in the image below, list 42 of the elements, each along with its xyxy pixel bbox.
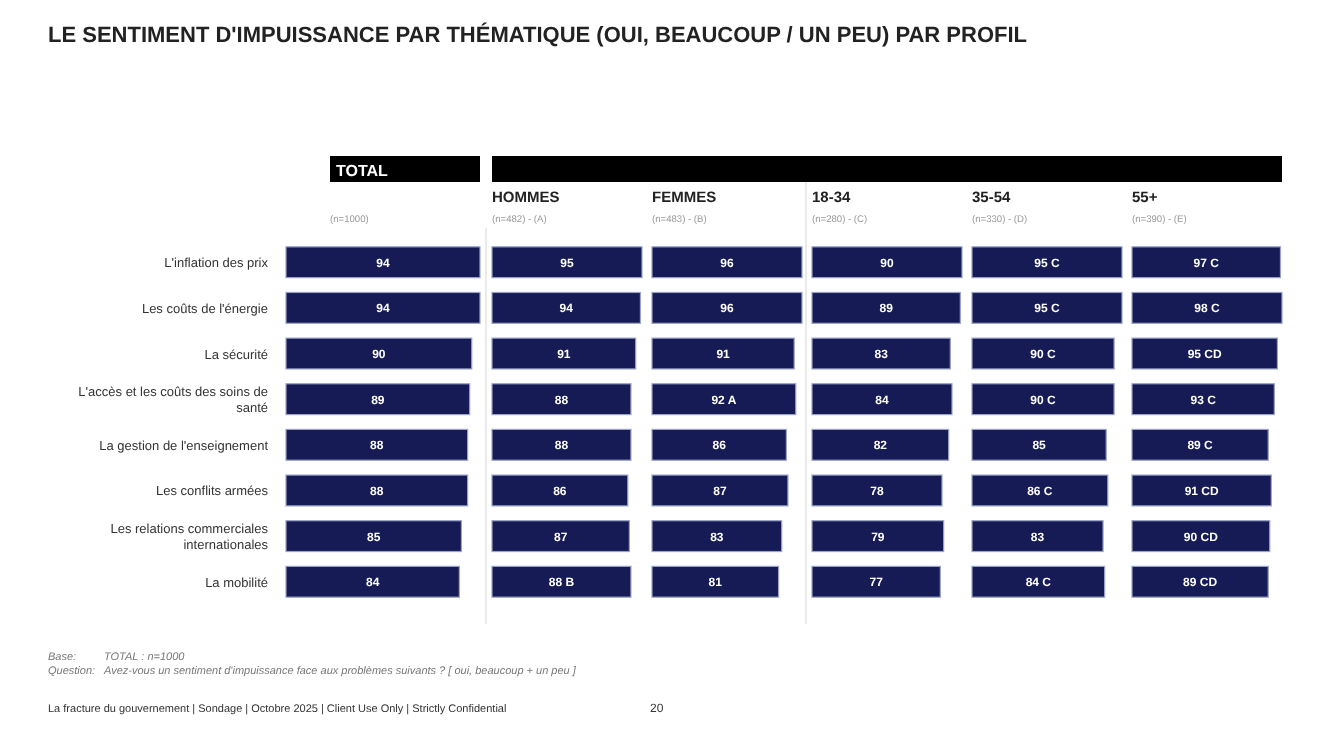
bar [491, 337, 637, 370]
bar [811, 474, 943, 507]
bar [285, 428, 469, 461]
bar [651, 428, 787, 461]
bar [971, 428, 1107, 461]
bar [971, 246, 1123, 279]
chart-title: TOTAL [336, 162, 389, 180]
bar [491, 428, 632, 461]
bar [811, 337, 951, 370]
bar [285, 291, 481, 324]
bar [651, 474, 789, 507]
bar [651, 291, 803, 324]
bar [491, 383, 632, 416]
bar [651, 383, 797, 416]
bar [491, 474, 629, 507]
bar [651, 565, 780, 598]
bar [285, 520, 463, 553]
bar [971, 383, 1115, 416]
bar [971, 474, 1109, 507]
bar [285, 474, 469, 507]
bar [491, 246, 643, 279]
bar [971, 291, 1123, 324]
bar [651, 520, 783, 553]
bar [651, 337, 795, 370]
bar [811, 291, 961, 324]
bar [971, 520, 1104, 553]
bar [811, 520, 945, 553]
bar [971, 565, 1106, 598]
text: LE SENTIMENT D'IMPUISSANCE PAR THÉMATIQUE (OUI, BEAUCOUP / UN PEU) PAR PROFIL [48, 22, 1028, 48]
bar [811, 383, 953, 416]
bar [811, 428, 950, 461]
bar [285, 565, 460, 598]
bar [285, 246, 481, 279]
bar [811, 246, 963, 279]
bar [491, 565, 632, 598]
bar [651, 246, 803, 279]
bar [285, 337, 473, 370]
bar [491, 291, 642, 324]
bar [971, 337, 1115, 370]
bar [491, 520, 630, 553]
bar [285, 383, 471, 416]
bar [811, 565, 941, 598]
